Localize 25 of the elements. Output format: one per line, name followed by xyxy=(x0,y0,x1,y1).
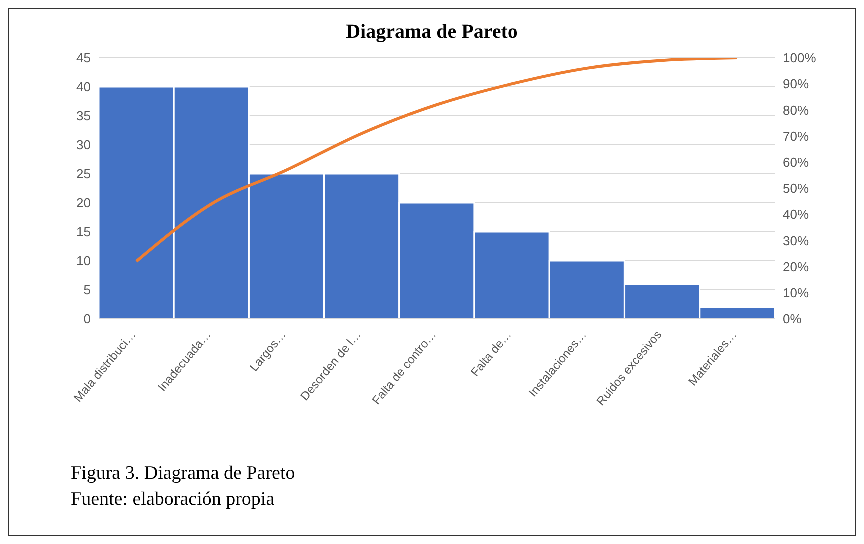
chart-title: Diagrama de Pareto xyxy=(345,21,519,44)
y-tick-label: 20 xyxy=(76,196,91,211)
y2-tick-label: 50% xyxy=(783,181,810,196)
y-tick-label: 30 xyxy=(76,138,91,153)
y-tick-label: 40 xyxy=(76,80,91,95)
text: Figura 3. Diagrama de Pareto xyxy=(71,462,296,486)
y-tick-label: 35 xyxy=(76,108,91,124)
y2-tick-label: 90% xyxy=(783,76,810,92)
y-tick-label: 5 xyxy=(84,282,91,298)
y-tick-label: 25 xyxy=(76,166,91,182)
y-tick-label: 0 xyxy=(84,312,91,327)
y2-tick-label: 70% xyxy=(783,128,810,144)
y2-tick-label: 10% xyxy=(783,286,810,301)
y2-tick-label: 20% xyxy=(783,259,810,274)
y2-tick-label: 30% xyxy=(783,233,810,248)
y2-tick-label: 80% xyxy=(783,102,810,118)
y2-tick-label: 0% xyxy=(783,312,802,327)
y-tick-label: 10 xyxy=(76,254,91,269)
source-note: Fuente: elaboración propia xyxy=(71,488,276,512)
y2-tick-label: 100% xyxy=(783,50,817,66)
y2-tick-label: 40% xyxy=(783,207,810,222)
y-tick-label: 15 xyxy=(76,224,91,240)
y-tick-label: 45 xyxy=(76,50,91,66)
y2-tick-label: 60% xyxy=(783,155,810,170)
line-series xyxy=(135,58,739,264)
